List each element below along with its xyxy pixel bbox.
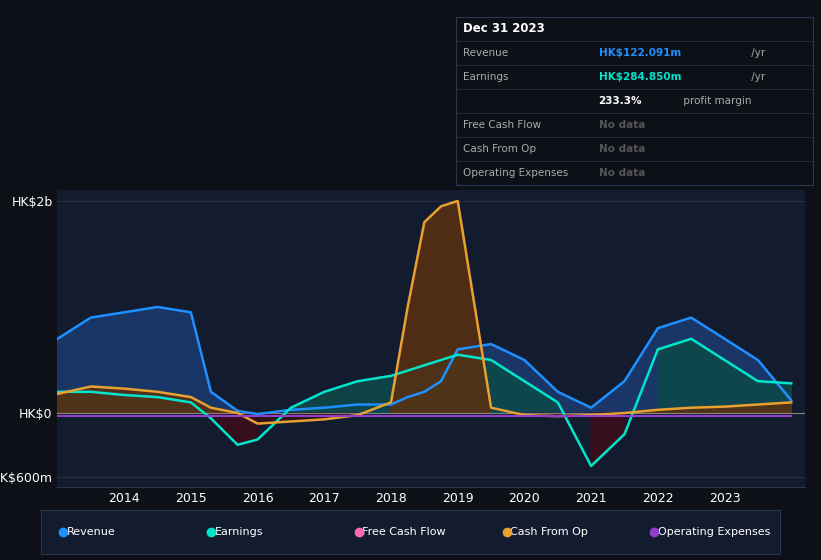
Text: Revenue: Revenue	[463, 48, 508, 58]
Text: Free Cash Flow: Free Cash Flow	[463, 120, 541, 130]
Text: Revenue: Revenue	[67, 527, 116, 537]
Text: HK$122.091m: HK$122.091m	[599, 48, 681, 58]
Text: No data: No data	[599, 120, 644, 130]
Text: Free Cash Flow: Free Cash Flow	[363, 527, 446, 537]
Text: No data: No data	[599, 144, 644, 154]
Text: profit margin: profit margin	[680, 96, 751, 106]
Text: Cash From Op: Cash From Op	[511, 527, 588, 537]
Text: Earnings: Earnings	[215, 527, 264, 537]
Text: 233.3%: 233.3%	[599, 96, 642, 106]
Text: Operating Expenses: Operating Expenses	[463, 168, 568, 178]
Text: Dec 31 2023: Dec 31 2023	[463, 22, 544, 35]
Text: HK$284.850m: HK$284.850m	[599, 72, 681, 82]
Text: No data: No data	[599, 168, 644, 178]
Text: /yr: /yr	[748, 48, 765, 58]
Text: Cash From Op: Cash From Op	[463, 144, 536, 154]
Text: Operating Expenses: Operating Expenses	[658, 527, 770, 537]
Text: /yr: /yr	[748, 72, 765, 82]
Text: Earnings: Earnings	[463, 72, 508, 82]
